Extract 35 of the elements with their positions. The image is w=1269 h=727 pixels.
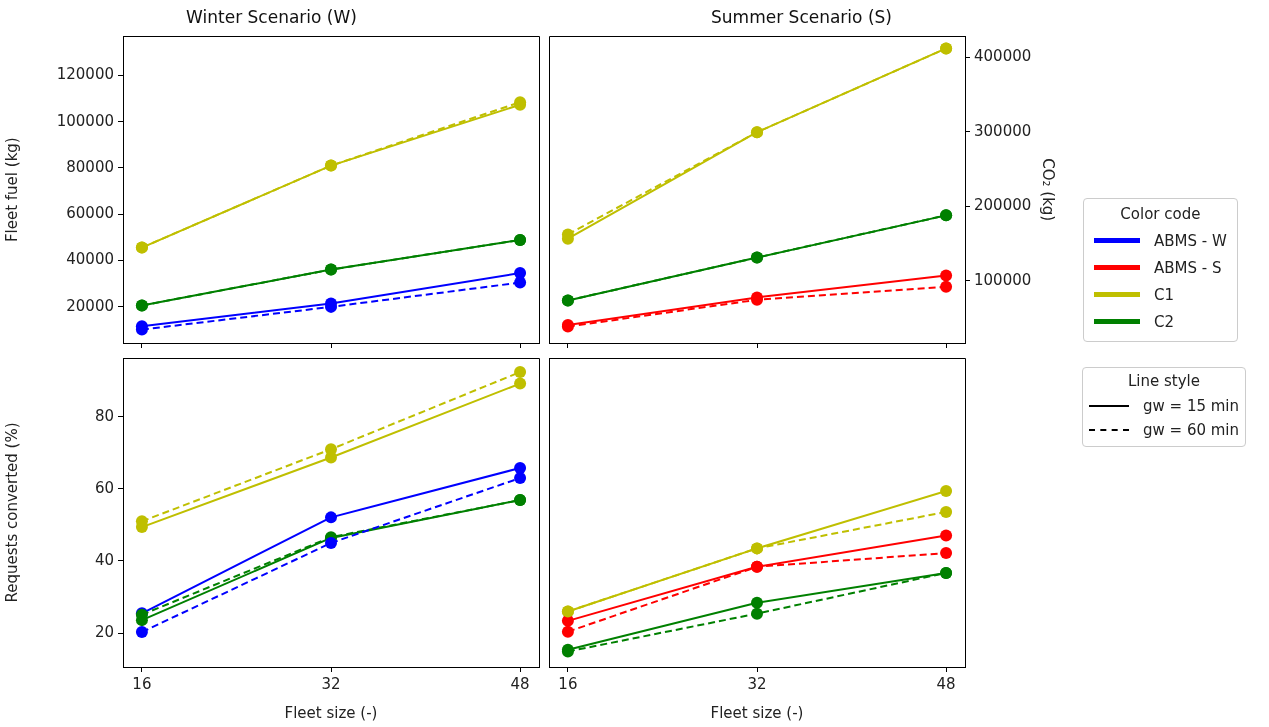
y-axis-title: Fleet fuel (kg)	[2, 137, 21, 243]
y-tick-label: 80000	[66, 157, 114, 176]
x-tick-label: 48	[936, 674, 956, 693]
y2-tick-label: 200000	[974, 196, 1032, 215]
legend-label: ABMS - W	[1154, 231, 1227, 250]
y-tick-label: 20	[94, 623, 114, 641]
legend-label: C1	[1154, 285, 1175, 304]
y2-tick-label: 300000	[974, 121, 1032, 140]
x-tick-label: 16	[132, 674, 152, 693]
chart-title: Summer Scenario (S)	[711, 6, 892, 27]
x-axis-title: Fleet size (-)	[710, 703, 804, 722]
legend-label: ABMS - S	[1154, 258, 1222, 277]
y-tick-label: 60000	[66, 204, 114, 223]
legend-label: C2	[1154, 312, 1175, 331]
y2-axis-title: CO₂ (kg)	[1039, 158, 1058, 222]
text: Line style	[1127, 372, 1201, 390]
text: gw = 15 min	[1143, 397, 1240, 415]
y-tick-label: 20000	[66, 296, 114, 315]
x-tick-label: 48	[510, 674, 530, 693]
chart-title: Winter Scenario (W)	[186, 6, 357, 27]
y-tick-label: 40000	[66, 250, 114, 269]
x-tick-label: 32	[747, 674, 767, 693]
y2-tick-label: 100000	[974, 270, 1032, 289]
y-axis-title: Requests converted (%)	[2, 422, 21, 603]
y-tick-label: 100000	[56, 111, 114, 130]
y-tick-label: 40	[94, 550, 114, 569]
y2-tick-label: 400000	[974, 47, 1032, 66]
x-axis-title: Fleet size (-)	[284, 703, 378, 722]
y-tick-label: 60	[94, 478, 114, 497]
legend-title: Color code	[1119, 205, 1202, 223]
y-tick-label: 80	[94, 406, 114, 425]
x-tick-label: 32	[321, 674, 341, 693]
y-tick-label: 120000	[56, 65, 114, 84]
text: gw = 60 min	[1143, 421, 1240, 439]
x-tick-label: 16	[558, 674, 578, 693]
